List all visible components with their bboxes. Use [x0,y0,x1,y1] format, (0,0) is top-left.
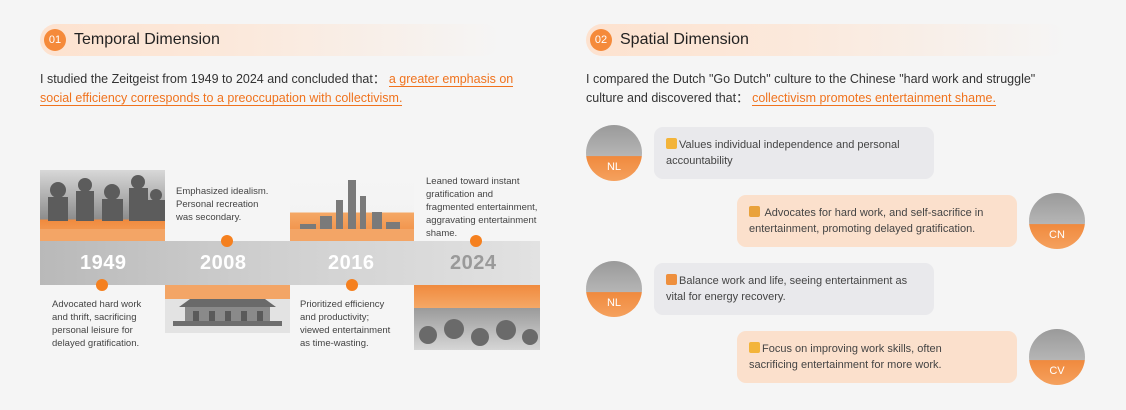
spatial-intro-2: culture and discovered that： [586,91,749,105]
avatar-cv: CV [1029,329,1085,385]
chat-bubble: Focus on improving work skills, often sa… [737,331,1017,383]
chat-bubble: Values individual independence and perso… [654,127,934,179]
spatial-intro-1: I compared the Dutch "Go Dutch" culture … [586,70,1086,89]
photo-2024-crowd [414,285,540,350]
section-title: Temporal Dimension [74,31,220,49]
avatar-cn: CN [1029,193,1085,249]
section-number: 02 [590,29,612,51]
year-2008: 2008 [200,252,247,275]
party-popper-icon [666,274,677,285]
temporal-conclusion-2: social efficiency corresponds to a preoc… [40,91,402,106]
chat-bubble: Advocates for hard work, and self-sacrif… [737,195,1017,247]
note-2016: Prioritized efficiency and productivity;… [300,298,410,350]
timeline-dot-2016 [346,279,358,291]
avatar-nl: NL [586,261,642,317]
section-number: 01 [44,29,66,51]
timeline-dot-2008 [221,235,233,247]
spatial-paragraph: I compared the Dutch "Go Dutch" culture … [586,70,1086,108]
section-title: Spatial Dimension [620,31,749,49]
year-2024: 2024 [450,252,497,275]
temporal-conclusion-1: a greater emphasis on [389,72,513,87]
note-1949: Advocated hard work and thrift, sacrific… [52,298,162,350]
temporal-intro: I studied the Zeitgeist from 1949 to 202… [40,72,385,86]
note-2008: Emphasized idealism. Personal recreation… [176,185,286,224]
year-2016: 2016 [328,252,375,275]
spatial-header: 02 Spatial Dimension [586,24,1066,56]
raising-hand-icon [666,138,677,149]
family-icon [749,206,760,217]
year-1949: 1949 [80,252,127,275]
temporal-paragraph: I studied the Zeitgeist from 1949 to 202… [40,70,540,108]
spatial-conclusion: collectivism promotes entertainment sham… [752,91,996,106]
temporal-header: 01 Temporal Dimension [40,24,500,56]
avatar-nl: NL [586,125,642,181]
chat-bubble: Balance work and life, seeing entertainm… [654,263,934,315]
timeline-band-orange-top-2 [290,229,414,241]
note-2024: Leaned toward instant gratification and … [426,175,546,240]
timeline-band-orange-top [40,229,165,241]
timeline-dot-1949 [96,279,108,291]
photo-2008-gate [165,285,290,333]
flexed-biceps-icon [749,342,760,353]
